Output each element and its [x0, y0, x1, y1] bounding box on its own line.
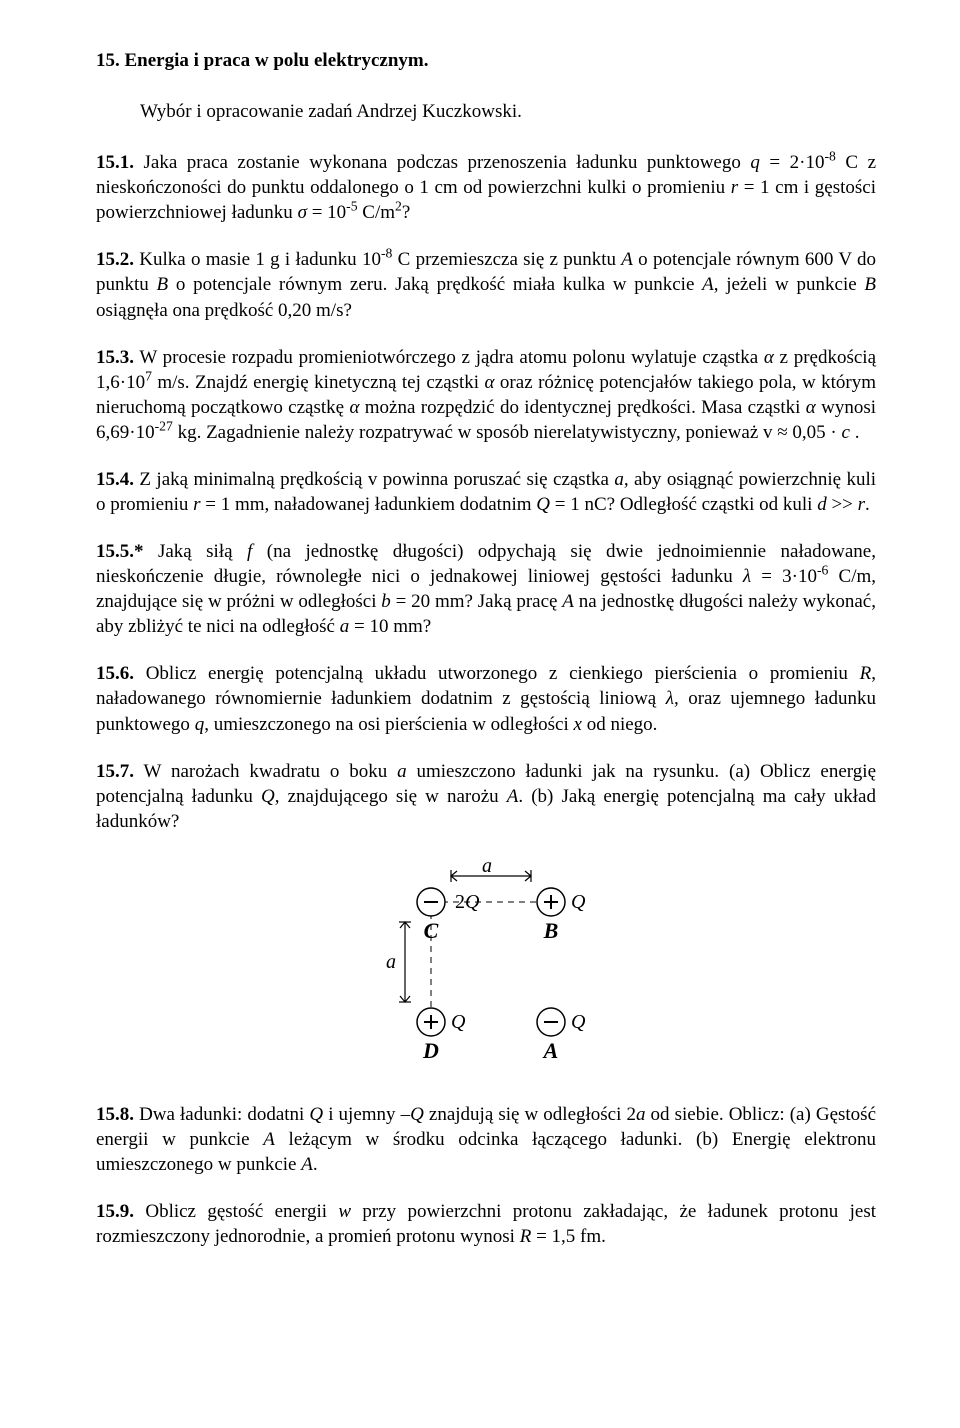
page-title: 15. Energia i praca w polu elektrycznym. [96, 48, 876, 73]
problem-15-4: 15.4. Z jaką minimalną prędkością v powi… [96, 467, 876, 517]
problem-number: 15.9. [96, 1201, 134, 1222]
node-b-label: B [543, 918, 559, 943]
charge-c-value: 22QQ [455, 891, 480, 913]
document-page: 15. Energia i praca w polu elektrycznym.… [0, 0, 960, 1428]
node-c-label: C [424, 918, 439, 943]
problem-number: 15.6. [96, 663, 134, 684]
node-d-label: D [422, 1038, 439, 1063]
problem-number: 15.4. [96, 469, 134, 490]
problem-number: 15.2. [96, 249, 134, 270]
problem-number: 15.1. [96, 152, 134, 173]
charge-square-diagram: a a 22QQ C Q B Q D [375, 856, 597, 1080]
problem-number: 15.8. [96, 1104, 134, 1125]
node-a-label: A [542, 1038, 559, 1063]
problem-15-9: 15.9. Oblicz gęstość energii w przy powi… [96, 1199, 876, 1249]
problem-15-6: 15.6. Oblicz energię potencjalną układu … [96, 661, 876, 736]
problem-number: 15.7. [96, 761, 134, 782]
charge-b-value: Q [571, 891, 586, 913]
problem-15-8: 15.8. Dwa ładunki: dodatni Q i ujemny –Q… [96, 1102, 876, 1177]
charge-d-value: Q [451, 1011, 466, 1033]
problem-15-5: 15.5.* Jaką siłą f (na jednostkę długośc… [96, 539, 876, 639]
problem-15-2: 15.2. Kulka o masie 1 g i ładunku 10-8 C… [96, 247, 876, 322]
author-line: Wybór i opracowanie zadań Andrzej Kuczko… [140, 99, 876, 124]
problem-number: 15.3. [96, 347, 134, 368]
side-label-a-left: a [386, 951, 396, 973]
problem-15-1: 15.1. Jaka praca zostanie wykonana podcz… [96, 150, 876, 225]
problem-15-7: 15.7. W narożach kwadratu o boku a umies… [96, 759, 876, 834]
figure-15-7: a a 22QQ C Q B Q D [96, 856, 876, 1080]
side-label-a-top: a [482, 856, 492, 877]
charge-a-value: Q [571, 1011, 586, 1033]
problem-number: 15.5.* [96, 541, 144, 562]
problem-15-3: 15.3. W procesie rozpadu promieniotwórcz… [96, 345, 876, 445]
